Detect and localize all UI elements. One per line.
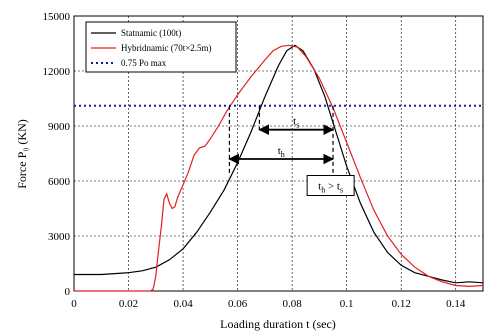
x-ticks: 0 0.02 0.04 0.06 0.08 0.1 0.12 0.14 bbox=[71, 298, 466, 310]
x-tick-label: 0.1 bbox=[340, 298, 354, 310]
legend-label: Statnamic (100t) bbox=[121, 28, 181, 38]
legend: Statnamic (100t) Hybridnamic (70t×2.5m) 0.… bbox=[85, 21, 237, 73]
y-ticks: 0 3000 6000 9000 12000 15000 bbox=[43, 11, 71, 298]
legend-label: 0.75 Po max bbox=[121, 58, 167, 68]
x-tick-label: 0.06 bbox=[228, 298, 248, 310]
duration-label: th bbox=[278, 145, 285, 159]
y-tick-label: 6000 bbox=[48, 176, 71, 188]
x-tick-label: 0.02 bbox=[119, 298, 138, 310]
series-line bbox=[74, 44, 484, 284]
series-line bbox=[74, 44, 484, 292]
relation-label: th > ts bbox=[318, 181, 343, 195]
x-tick-label: 0.04 bbox=[173, 298, 193, 310]
legend-label: Hybridnamic (70t×2.5m) bbox=[121, 43, 212, 53]
y-tick-label: 9000 bbox=[48, 121, 71, 133]
y-axis-title: Force P₀ (KN) bbox=[15, 119, 29, 189]
y-tick-label: 3000 bbox=[48, 231, 71, 243]
duration-label: ts bbox=[293, 116, 299, 130]
x-tick-label: 0.08 bbox=[283, 298, 303, 310]
x-axis-title: Loading duration t (sec) bbox=[220, 317, 336, 331]
y-tick-label: 0 bbox=[65, 286, 71, 298]
series-layer bbox=[74, 44, 484, 292]
legend-box bbox=[85, 21, 237, 73]
x-tick-label: 0.12 bbox=[392, 298, 411, 310]
y-tick-label: 12000 bbox=[43, 66, 71, 78]
x-tick-label: 0.14 bbox=[446, 298, 466, 310]
annotation-layer: ts th th > ts bbox=[228, 105, 355, 196]
x-tick-label: 0 bbox=[71, 298, 77, 310]
y-tick-label: 15000 bbox=[43, 11, 71, 23]
relation-box bbox=[306, 175, 355, 196]
